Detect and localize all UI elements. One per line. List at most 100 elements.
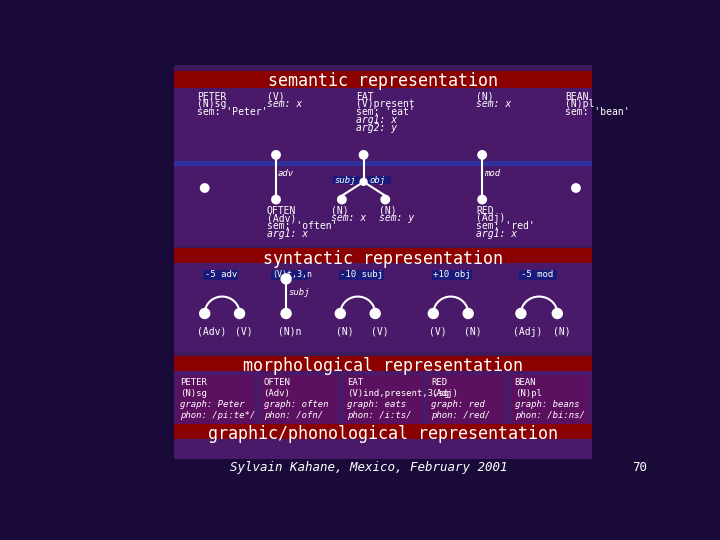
Text: BEAN: BEAN (565, 92, 588, 102)
Text: phon: /i:ts/: phon: /i:ts/ (347, 410, 412, 420)
Text: RED: RED (431, 378, 447, 387)
Text: arg1: x: arg1: x (266, 229, 308, 239)
Bar (519, 269, 557, 280)
Text: EAT: EAT (356, 92, 374, 102)
Text: arg1: x: arg1: x (356, 115, 397, 125)
Text: graph: Peter: graph: Peter (180, 400, 244, 409)
Text: subj: subj (289, 288, 310, 297)
Text: (N): (N) (464, 327, 481, 336)
Text: EAT: EAT (347, 378, 364, 387)
Text: sem: x: sem: x (331, 213, 366, 224)
Bar (432, 269, 472, 280)
Text: (N): (N) (553, 327, 570, 336)
Text: sem: x: sem: x (476, 99, 511, 110)
Circle shape (338, 195, 346, 204)
Text: subj: subj (334, 177, 356, 185)
Bar (177, 375, 254, 429)
Text: (N): (N) (336, 327, 354, 336)
Text: (N): (N) (476, 92, 494, 102)
Bar (271, 269, 307, 280)
Text: phon: /red/: phon: /red/ (431, 410, 490, 420)
Text: graph: red: graph: red (431, 400, 485, 409)
Text: (N)sg: (N)sg (197, 99, 226, 110)
Text: phon: /pi:te*/: phon: /pi:te*/ (180, 410, 255, 420)
Bar (174, 439, 593, 459)
Text: (V)present: (V)present (356, 99, 415, 110)
Bar (512, 375, 589, 429)
Bar (90, 65, 174, 481)
Text: sem: 'bean': sem: 'bean' (565, 107, 630, 117)
Text: (Adv): (Adv) (264, 389, 290, 398)
Text: (V)ind,present,3,sg: (V)ind,present,3,sg (347, 389, 449, 398)
Circle shape (282, 309, 291, 318)
Text: RED: RED (476, 206, 494, 215)
Bar (333, 176, 360, 184)
Text: PETER: PETER (180, 378, 207, 387)
Text: (N)sg: (N)sg (180, 389, 207, 398)
Bar (261, 375, 338, 429)
Text: sem: x: sem: x (266, 99, 302, 110)
Text: sem: 'Peter': sem: 'Peter' (197, 107, 267, 117)
Circle shape (336, 309, 345, 318)
Text: phon: /ofn/: phon: /ofn/ (264, 410, 323, 420)
Text: OFTEN: OFTEN (264, 378, 290, 387)
Circle shape (478, 151, 486, 159)
Text: (Adj): (Adj) (476, 213, 505, 224)
Text: graph: eats: graph: eats (347, 400, 406, 409)
Text: sem: y: sem: y (379, 213, 414, 224)
Text: mod: mod (484, 168, 500, 178)
Bar (203, 269, 238, 280)
Circle shape (200, 309, 210, 318)
Circle shape (516, 309, 526, 318)
Bar (174, 423, 593, 439)
Text: adv: adv (277, 168, 294, 178)
Text: (V): (V) (371, 327, 388, 336)
Text: (V): (V) (266, 92, 284, 102)
Text: PETER: PETER (197, 92, 226, 102)
Circle shape (360, 151, 367, 159)
Text: (V)t,3,n: (V)t,3,n (272, 271, 312, 279)
Text: (N): (N) (379, 206, 397, 215)
Text: -5 mod: -5 mod (521, 271, 553, 279)
Bar (90, 459, 648, 481)
Bar (593, 65, 648, 481)
Bar (174, 88, 593, 246)
Text: sem: 'often': sem: 'often' (266, 221, 337, 231)
Text: sem: 'red': sem: 'red' (476, 221, 535, 231)
Bar (174, 264, 593, 352)
Bar (428, 375, 505, 429)
Text: -10 subj: -10 subj (341, 271, 383, 279)
Text: +10 obj: +10 obj (433, 271, 471, 279)
Circle shape (572, 184, 580, 192)
Text: (N)pl: (N)pl (565, 99, 595, 110)
Text: BEAN: BEAN (515, 378, 536, 387)
Text: graph: beans: graph: beans (515, 400, 579, 409)
Circle shape (272, 151, 280, 159)
Text: (N): (N) (331, 206, 348, 215)
Text: (Adv): (Adv) (197, 327, 226, 336)
Circle shape (428, 309, 438, 318)
Text: semantic representation: semantic representation (268, 72, 498, 91)
Bar (174, 372, 593, 433)
Text: (N)pl: (N)pl (515, 389, 541, 398)
Text: graph: often: graph: often (264, 400, 328, 409)
Text: Sylvain Kahane, Mexico, February 2001: Sylvain Kahane, Mexico, February 2001 (230, 461, 508, 474)
Circle shape (478, 195, 486, 204)
Text: arg1: x: arg1: x (476, 229, 517, 239)
Circle shape (361, 179, 366, 185)
Text: phon: /bi:ns/: phon: /bi:ns/ (515, 410, 585, 420)
Text: graphic/phonological representation: graphic/phonological representation (208, 425, 558, 443)
Bar (174, 161, 593, 166)
Bar (174, 71, 593, 88)
Circle shape (382, 195, 389, 204)
Text: 70: 70 (632, 461, 647, 474)
Text: sem: 'eat': sem: 'eat' (356, 107, 415, 117)
Text: syntactic representation: syntactic representation (263, 249, 503, 268)
Text: OFTEN: OFTEN (266, 206, 296, 215)
Circle shape (272, 195, 280, 204)
Bar (174, 248, 593, 264)
Text: obj: obj (369, 177, 385, 185)
Text: morphological representation: morphological representation (243, 357, 523, 375)
Bar (339, 269, 384, 280)
Bar (344, 375, 422, 429)
